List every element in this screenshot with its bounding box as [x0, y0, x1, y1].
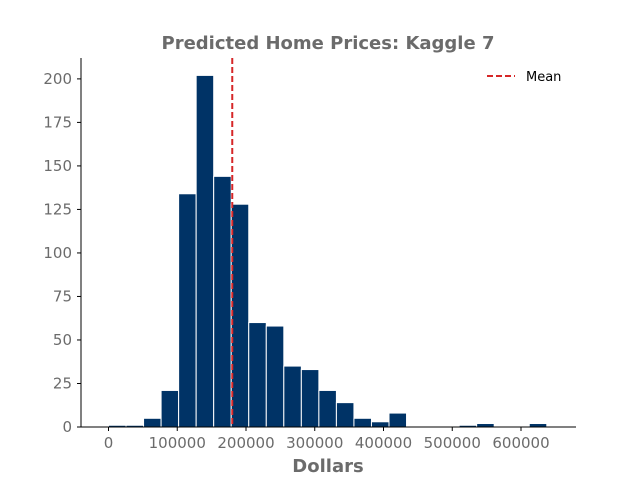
bars-layer — [108, 74, 548, 428]
histogram-bar — [476, 423, 495, 428]
y-tick-label: 175 — [43, 113, 72, 131]
histogram-bar — [318, 389, 337, 428]
axes-layer: 0 25 50 75 100 125 150 175 200 0 100000 200000 30000… — [43, 58, 576, 452]
x-tick-label: 500000 — [424, 434, 481, 452]
y-tick-label: 75 — [53, 287, 72, 305]
histogram-bar — [300, 369, 320, 428]
y-tick-label: 0 — [62, 418, 72, 436]
histogram-bar — [335, 402, 355, 428]
y-tick-label: 50 — [53, 331, 72, 349]
histogram-bar — [160, 389, 180, 428]
histogram-bar — [248, 322, 267, 428]
legend-mean-label: Mean — [526, 70, 561, 85]
x-axis-label: Dollars — [292, 456, 363, 477]
x-tick-label: 300000 — [286, 434, 343, 452]
x-tick-label: 0 — [104, 434, 114, 452]
histogram-bar — [178, 193, 197, 428]
y-tick-label: 100 — [43, 244, 72, 262]
histogram-bar — [370, 421, 390, 428]
y-tick-label: 150 — [43, 157, 72, 175]
histogram-bar — [230, 203, 250, 428]
histogram-bar — [195, 74, 215, 428]
histogram-bar — [283, 365, 302, 428]
x-tick-label: 400000 — [355, 434, 412, 452]
y-tick-label: 200 — [43, 70, 72, 88]
histogram-bar — [265, 325, 285, 428]
x-tick-label: 200000 — [217, 434, 274, 452]
chart-title: Predicted Home Prices: Kaggle 7 — [162, 33, 495, 54]
x-tick-label: 600000 — [492, 434, 549, 452]
histogram-bar — [143, 417, 162, 428]
y-tick-label: 125 — [43, 200, 72, 218]
x-tick-label: 100000 — [149, 434, 206, 452]
histogram-bar — [528, 423, 548, 428]
histogram-bar — [213, 175, 232, 428]
legend: Mean — [487, 70, 561, 85]
y-tick-label: 25 — [53, 374, 72, 392]
histogram-bar — [388, 412, 408, 428]
histogram-bar — [353, 417, 372, 428]
